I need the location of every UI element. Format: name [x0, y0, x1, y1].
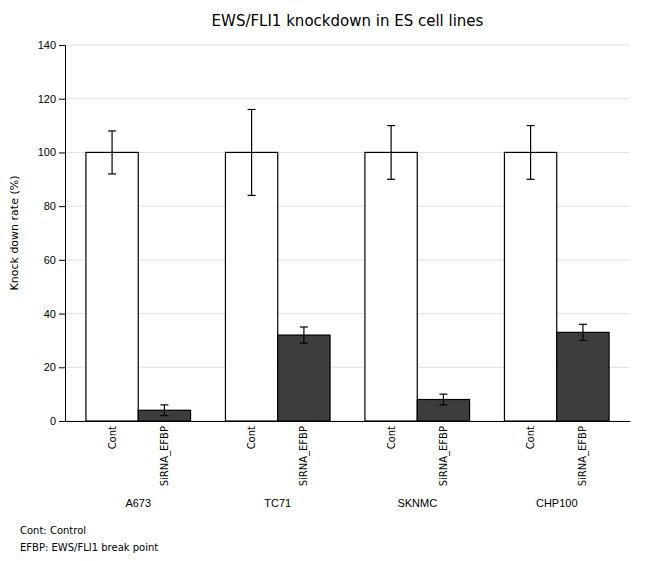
x-axis-line: [66, 421, 631, 422]
y-tick-label: 20: [44, 361, 56, 373]
series: [86, 109, 557, 421]
bar-label: SiRNA_EFBP: [577, 426, 589, 486]
y-tick-mark: [59, 152, 65, 153]
error-bar: [108, 131, 116, 174]
y-tick-label: 0: [50, 415, 56, 427]
series: [138, 324, 609, 421]
group-label: A673: [125, 497, 151, 509]
group-label: TC71: [264, 497, 291, 509]
y-tick-mark: [59, 45, 65, 46]
error-bar-cap: [527, 179, 535, 180]
error-bar-cap: [439, 404, 447, 405]
bar: [504, 152, 556, 421]
footnote: Cont: Control: [20, 525, 86, 536]
error-bar-cap: [248, 195, 256, 196]
marks: [86, 109, 609, 421]
y-tick-label: 100: [38, 146, 56, 158]
error-bar: [439, 394, 447, 405]
y-axis: 0 20 40 60 80 100 120 140: [38, 39, 66, 427]
error-bar-cap: [248, 109, 256, 110]
y-tick-mark: [59, 421, 65, 422]
error-bar-cap: [300, 326, 308, 327]
chart: 0 20 40 60 80 100 120 140 A673 TC71 SKNMC CHP100 Con…: [0, 0, 650, 561]
bar-label: SiRNA_EFBP: [438, 426, 450, 486]
footnote: EFBP: EWS/FLI1 break point: [20, 542, 158, 553]
y-tick: 100: [38, 146, 65, 158]
error-bar-cap: [387, 125, 395, 126]
error-bar: [248, 109, 256, 195]
error-bar-cap: [108, 173, 116, 174]
y-tick-mark: [59, 260, 65, 261]
error-bar-cap: [439, 394, 447, 395]
bar-label: Cont: [107, 426, 118, 449]
x-tick: TC71: [264, 421, 291, 509]
y-tick-label: 60: [44, 254, 56, 266]
error-bar: [300, 327, 308, 343]
error-bar-line: [303, 327, 304, 343]
error-bar: [387, 126, 395, 180]
error-bar-line: [251, 109, 252, 195]
y-tick-label: 120: [38, 93, 56, 105]
x-axis: A673 TC71 SKNMC CHP100: [66, 421, 631, 509]
y-tick: 0: [50, 415, 65, 427]
x-tick: CHP100: [536, 421, 578, 509]
error-bar-line: [164, 405, 165, 416]
y-tick-mark: [59, 367, 65, 368]
error-bar-cap: [579, 324, 587, 325]
bar-label: Cont: [246, 426, 257, 449]
error-bar-cap: [527, 125, 535, 126]
y-tick-mark: [59, 314, 65, 315]
y-tick-mark: [59, 206, 65, 207]
error-bar-line: [443, 394, 444, 405]
error-bar-cap: [160, 404, 168, 405]
error-bar-cap: [579, 340, 587, 341]
y-tick: 40: [44, 308, 65, 320]
error-bar-line: [582, 324, 583, 340]
bar-label: Cont: [386, 426, 397, 449]
y-tick: 120: [38, 93, 65, 105]
bar-label: SiRNA_EFBP: [159, 426, 171, 486]
grid-line: [65, 45, 630, 46]
group-label: SKNMC: [397, 497, 437, 509]
y-tick-mark: [59, 99, 65, 100]
y-tick-label: 140: [38, 39, 56, 51]
error-bar-cap: [160, 415, 168, 416]
bar-labels: Cont SiRNA_EFBP Cont SiRNA_EFBP Cont SiRNA_EF…: [107, 426, 590, 486]
y-tick-label: 80: [44, 200, 56, 212]
error-bar: [579, 324, 587, 340]
error-bar-line: [111, 131, 112, 174]
bar: [557, 332, 609, 421]
x-tick: A673: [125, 421, 151, 509]
error-bar-line: [390, 126, 391, 180]
y-axis-title: Knock down rate (%): [8, 176, 21, 291]
bar-label: SiRNA_EFBP: [298, 426, 310, 486]
bar: [278, 335, 330, 421]
error-bar-cap: [300, 343, 308, 344]
grid-line: [65, 98, 630, 99]
group-label: CHP100: [536, 497, 578, 509]
bar-label: Cont: [525, 426, 536, 449]
y-tick: 80: [44, 200, 65, 212]
y-tick: 140: [38, 39, 65, 51]
title: EWS/FLI1 knockdown in ES cell lines: [212, 12, 484, 30]
bar: [86, 152, 138, 421]
error-bar-cap: [108, 130, 116, 131]
y-tick: 20: [44, 361, 65, 373]
error-bar-cap: [387, 179, 395, 180]
plot: 0 20 40 60 80 100 120 140 A673 TC71 SKNMC CHP100 Con…: [38, 39, 631, 509]
grid: [65, 45, 630, 421]
y-tick: 60: [44, 254, 65, 266]
error-bar-line: [530, 126, 531, 180]
y-axis-line: [59, 46, 66, 422]
error-bar: [527, 126, 535, 180]
bar: [365, 152, 417, 421]
error-bar: [160, 405, 168, 416]
x-tick: SKNMC: [397, 421, 437, 509]
y-tick-label: 40: [44, 308, 56, 320]
